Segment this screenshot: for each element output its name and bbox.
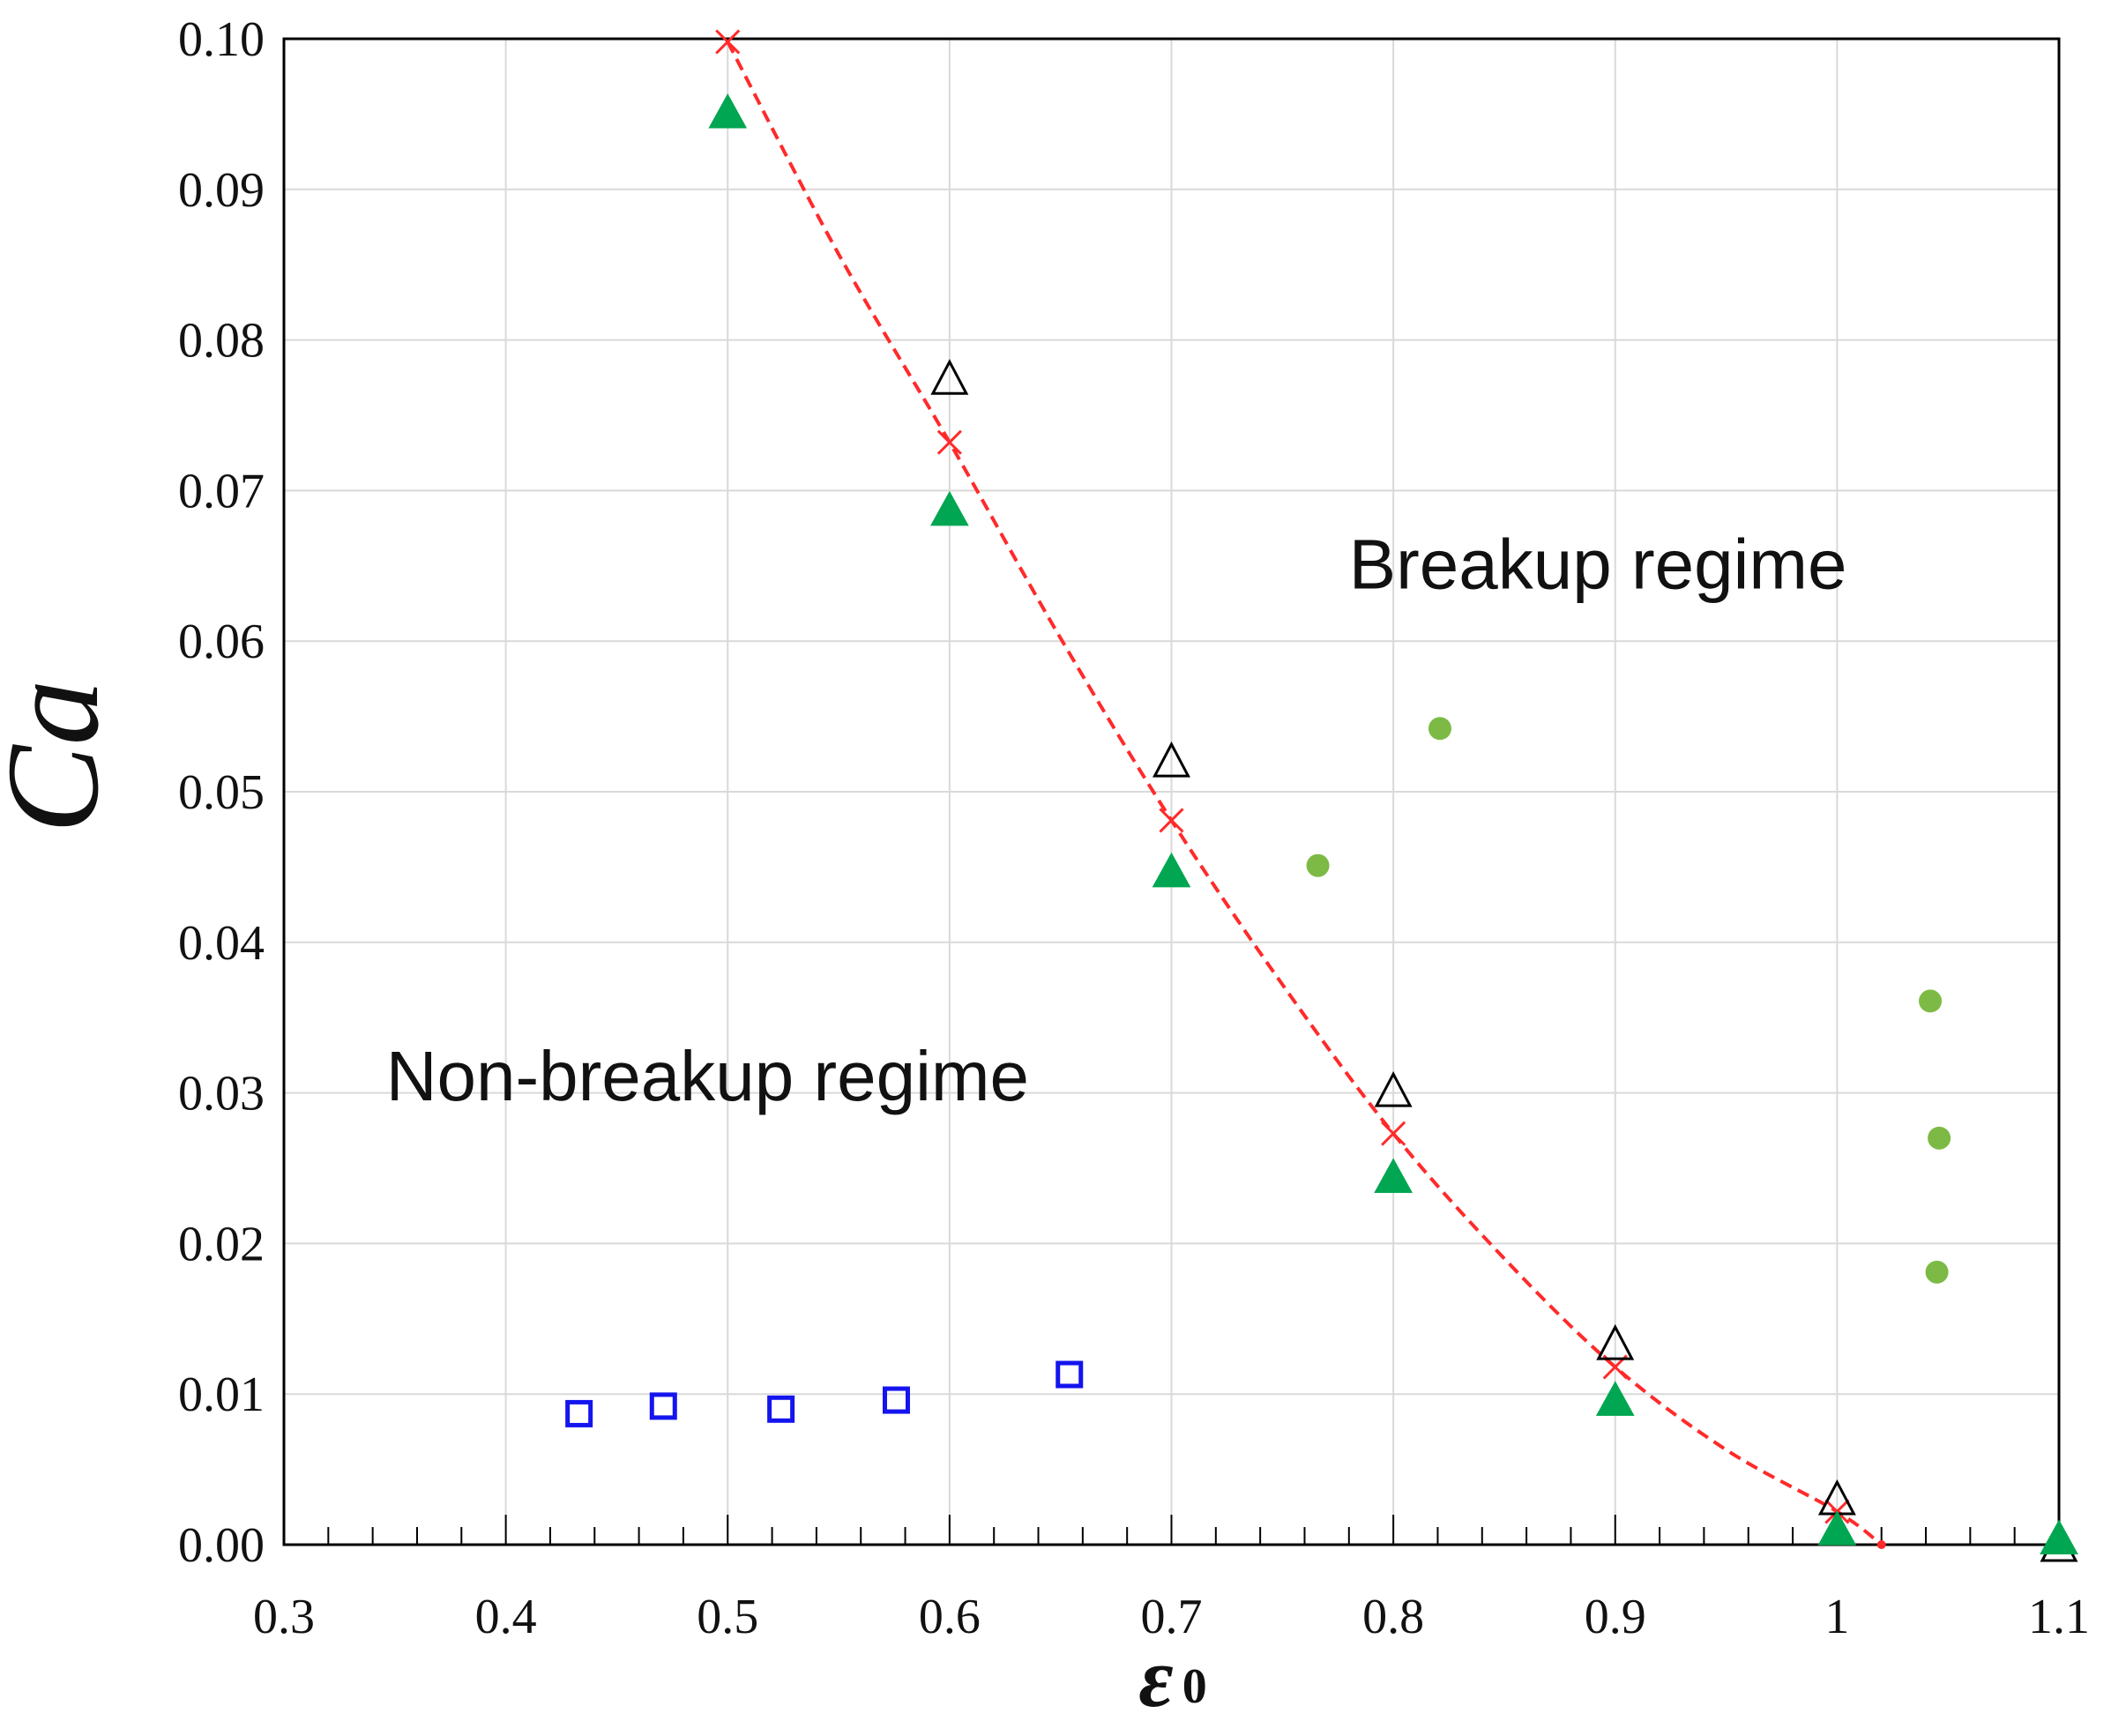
- series-5-point: [1056, 1360, 1084, 1389]
- x-tick-label: 0.5: [697, 1590, 758, 1644]
- x-tick-label: 1.1: [2028, 1590, 2090, 1644]
- x-axis-title-symbol: ε: [1138, 1630, 1173, 1725]
- series-3-point: [1152, 852, 1191, 888]
- cross-stroke: [715, 29, 741, 55]
- y-tick-label: 0.06: [178, 615, 265, 669]
- x-axis-title-subscript: 0: [1182, 1659, 1207, 1714]
- fit-curves: [726, 41, 1886, 1549]
- series-4-point: [1306, 853, 1330, 877]
- grid-lines: [283, 38, 2060, 1546]
- x-tick-label: 1: [1824, 1590, 1849, 1644]
- cross-stroke: [1381, 1121, 1406, 1146]
- x-tick-labels: 0.3 0.4 0.5 0.6 0.7 0.8 0.9 1 1.1: [253, 1590, 2090, 1644]
- y-tick-label: 0.00: [178, 1518, 265, 1573]
- fit-curve: [726, 41, 1883, 1546]
- annotations: Breakup regime Non-breakup regime: [386, 525, 1847, 1115]
- cross-stroke: [1159, 808, 1184, 833]
- x-tick-label: 0.7: [1141, 1590, 1203, 1644]
- x-tick-label: 0.3: [253, 1590, 315, 1644]
- series-4-point: [1919, 989, 1943, 1013]
- series-4-point: [1428, 717, 1451, 741]
- series-2-point: [1596, 1323, 1635, 1360]
- y-tick-label: 0.05: [178, 765, 265, 820]
- series-3-point: [930, 490, 969, 526]
- series-5-point: [882, 1386, 910, 1414]
- series-1-point: [936, 429, 962, 455]
- series-1-point: [1159, 808, 1184, 833]
- plot-frame: [282, 37, 2061, 1546]
- series-3-point: [1374, 1158, 1413, 1194]
- series-2-point: [1152, 741, 1190, 778]
- y-tick-label: 0.03: [178, 1067, 265, 1121]
- y-tick-label: 0.07: [178, 464, 265, 518]
- x-tick-label: 0.9: [1585, 1590, 1646, 1644]
- y-tick-label: 0.04: [178, 916, 265, 971]
- series-3-point: [1817, 1510, 1857, 1546]
- series-2-point: [930, 359, 969, 395]
- series-1-point: [715, 29, 741, 55]
- series-4-point: [1925, 1260, 1949, 1284]
- x-tick-label: 0.4: [475, 1590, 537, 1644]
- series-3-point: [708, 93, 748, 129]
- y-tick-label: 0.02: [178, 1217, 265, 1271]
- fit-curve-end: [1876, 1540, 1886, 1549]
- series-5-point: [767, 1395, 795, 1423]
- series-3-point: [1595, 1381, 1635, 1416]
- x-tick-label: 0.6: [919, 1590, 981, 1644]
- y-tick-label: 0.01: [178, 1367, 265, 1422]
- x-tick-label: 0.8: [1362, 1590, 1424, 1644]
- cross-stroke: [936, 429, 962, 455]
- y-tick-labels: 0.00 0.01 0.02 0.03 0.04 0.05 0.06 0.07 0.08 0.09…: [178, 12, 265, 1573]
- y-tick-label: 0.08: [178, 314, 265, 369]
- minor-ticks: [283, 1515, 2060, 1545]
- data-markers: [565, 29, 2078, 1562]
- series-5-point: [649, 1392, 677, 1420]
- series-3-point: [2040, 1519, 2078, 1554]
- series-4-point: [1928, 1126, 1951, 1150]
- series-1-point: [1381, 1121, 1406, 1146]
- regime-annotation: Non-breakup regime: [386, 1037, 1029, 1115]
- y-tick-label: 0.09: [178, 163, 265, 218]
- y-tick-label: 0.10: [178, 12, 265, 67]
- y-axis-title: Ca: [0, 679, 126, 833]
- series-5-point: [565, 1399, 593, 1427]
- series-2-point: [1374, 1070, 1413, 1107]
- regime-annotation: Breakup regime: [1349, 525, 1847, 603]
